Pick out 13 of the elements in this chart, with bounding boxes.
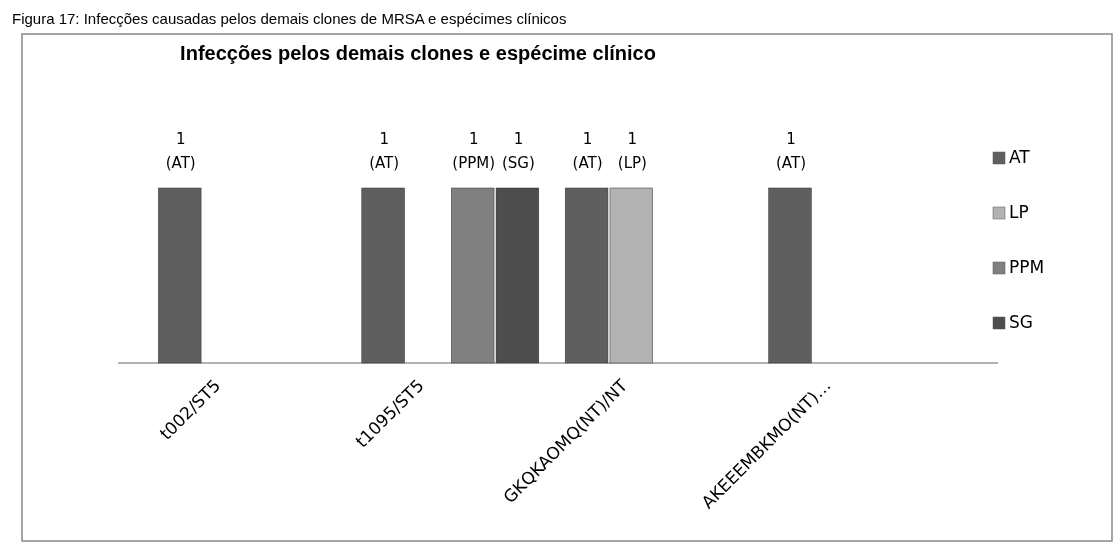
data-label: 1 (AT) (572, 130, 603, 172)
legend-label: SG (1009, 312, 1033, 332)
legend-label: PPM (1009, 257, 1045, 277)
text: Figura 17: Infecções causadas pelos demais clones de MRSA e espécimes clínicos (12, 10, 567, 27)
data-label: 1 (LP) (617, 130, 647, 172)
data-label: 1 (AT) (165, 130, 196, 172)
data-label: 1 (AT) (776, 130, 806, 172)
legend-label: LP (1009, 202, 1029, 222)
chart-title: Infecções pelos demais clones e espécime clínico (180, 42, 656, 64)
data-label: 1 (SG) (501, 130, 535, 172)
legend-label: AT (1009, 147, 1031, 167)
data-label: 1 (PPM) (452, 130, 496, 172)
data-label: 1 (AT) (369, 130, 400, 172)
